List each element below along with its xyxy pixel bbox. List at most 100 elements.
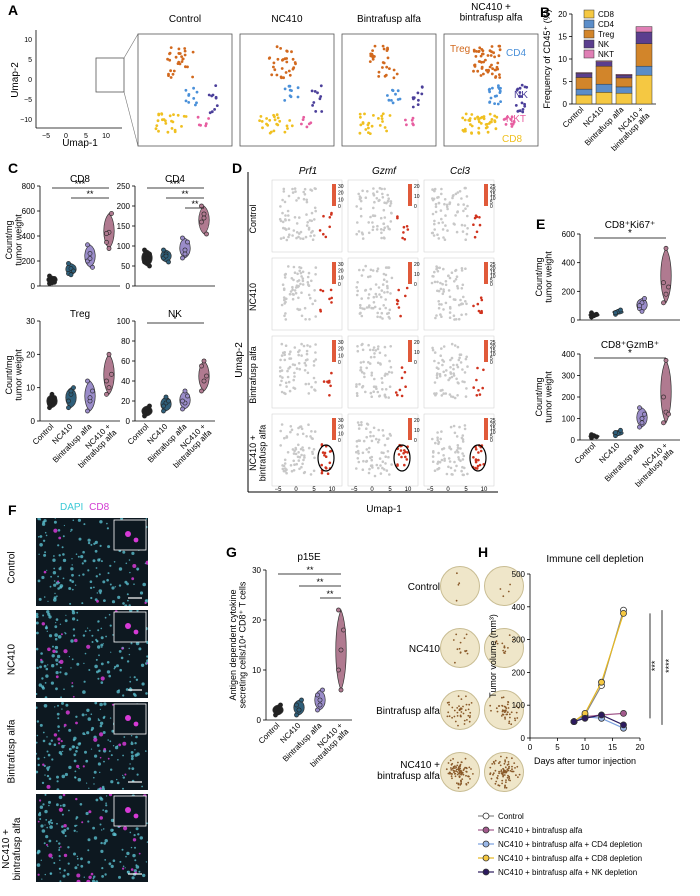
elispot-spot [459, 765, 461, 768]
dapi-stain [138, 647, 142, 651]
cell-point [512, 120, 516, 123]
bar-segment [575, 77, 593, 90]
dapi-stain [42, 539, 46, 542]
cell-point [156, 119, 160, 123]
cell-point [476, 69, 480, 73]
colorbar-tick: 0 [338, 438, 341, 444]
elispot-spot [504, 718, 506, 720]
expressing-cell [477, 458, 480, 462]
category-label: NC410 +bintrafusp alfa [604, 105, 652, 153]
cell-point [297, 284, 300, 288]
y-tick-label: 10 [252, 666, 261, 675]
elispot-well [440, 566, 480, 606]
dapi-stain [102, 731, 106, 734]
dapi-stain [146, 841, 148, 843]
elispot-spot [458, 768, 461, 771]
cd8-stain [88, 875, 92, 879]
cell-point [381, 429, 385, 432]
cell-point [381, 66, 384, 69]
elispot-spot [465, 703, 468, 706]
dapi-stain [57, 725, 60, 728]
dapi-stain [37, 518, 41, 521]
elispot-spot [502, 649, 505, 652]
cell-point [379, 216, 383, 220]
cell-point [460, 287, 464, 290]
cell-point [288, 357, 291, 360]
cell-point [210, 94, 214, 98]
dapi-stain [135, 827, 139, 831]
cell-point [498, 87, 501, 91]
elispot-spot [459, 770, 461, 773]
microscopy-image [36, 610, 148, 698]
cell-point [258, 119, 261, 122]
colorbar-tick: 0 [414, 360, 417, 366]
elispot-spot [496, 776, 498, 779]
cell-point [433, 381, 437, 384]
expressing-cell [394, 391, 398, 394]
expressing-cell [477, 451, 480, 454]
cell-point [302, 448, 305, 452]
elispot-spot [506, 768, 509, 771]
dapi-stain [90, 543, 93, 546]
dapi-stain [130, 754, 134, 758]
dapi-stain [51, 664, 55, 668]
dapi-stain [84, 750, 87, 754]
microscopy-row-label: NC410 + bintrafusp alfa [1, 817, 23, 881]
dapi-stain [59, 859, 61, 861]
cell-point [199, 123, 203, 127]
cell-point [370, 439, 374, 443]
cell-point [283, 130, 287, 134]
dapi-stain [134, 859, 137, 862]
dapi-stain [39, 805, 44, 809]
dapi-stain [85, 811, 89, 816]
dapi-stain [93, 836, 98, 840]
cell-point [382, 236, 386, 239]
elispot-spot [498, 770, 500, 773]
cell-point [288, 73, 292, 77]
dapi-stain [145, 861, 148, 863]
cell-point [477, 60, 481, 63]
cell-point [382, 451, 385, 455]
dapi-stain [55, 622, 57, 624]
cell-point [157, 129, 160, 133]
cell-point [177, 47, 181, 51]
cell-point [303, 456, 306, 459]
dapi-stain [40, 859, 42, 861]
cell-point [433, 359, 436, 363]
cell-point [388, 359, 391, 363]
dapi-stain [122, 787, 124, 790]
series-line [573, 716, 624, 729]
data-point [49, 280, 55, 286]
dapi-stain [95, 567, 98, 569]
dapi-stain [54, 592, 56, 595]
dapi-stain [87, 849, 90, 852]
cell-point [304, 235, 308, 239]
dapi-stain [42, 614, 45, 617]
cell-point [356, 394, 359, 397]
cell-point [288, 389, 292, 393]
dapi-stain [61, 708, 63, 710]
cell-point [489, 54, 493, 57]
cell-point [488, 87, 491, 91]
dapi-stain [36, 621, 39, 625]
cell-point [295, 236, 298, 240]
cell-point [470, 113, 474, 116]
y-tick-label: 100 [562, 415, 576, 424]
dapi-stain [87, 717, 92, 721]
expressing-cell [399, 314, 402, 318]
cell-point [455, 275, 459, 278]
cell-point [297, 362, 301, 365]
dapi-stain [83, 876, 85, 878]
cell-point [518, 91, 522, 94]
dapi-stain [70, 528, 73, 531]
colorbar-tick: 10 [414, 194, 420, 200]
expressing-cell [322, 214, 325, 218]
cell-point [434, 202, 438, 206]
expressing-cell [474, 448, 478, 451]
cell-point [372, 192, 375, 195]
elispot-spot [494, 782, 497, 785]
cell-point [374, 349, 378, 352]
cell-point [452, 363, 455, 367]
cell-point [359, 207, 363, 210]
cell-point [439, 354, 442, 357]
